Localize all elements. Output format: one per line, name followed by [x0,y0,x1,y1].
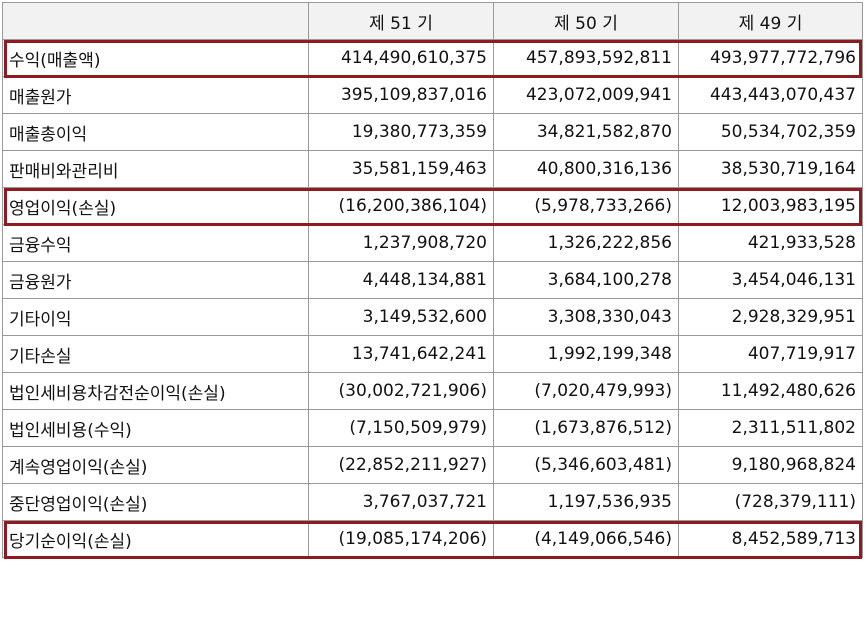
period-header-51: 제 51 기 [308,2,494,40]
table-row: 계속영업이익(손실) (22,852,211,927) (5,346,603,481… [2,446,863,484]
row-label: 당기순이익(손실) [2,520,309,558]
value-cell: 1,326,222,856 [493,224,679,262]
value-cell: 12,003,983,195 [678,187,863,225]
value-cell: 35,581,159,463 [308,150,494,188]
value-cell: 421,933,528 [678,224,863,262]
value-cell: 3,308,330,043 [493,298,679,336]
value-cell: 1,992,199,348 [493,335,679,373]
period-header-50: 제 50 기 [493,2,679,40]
value-cell: (16,200,386,104) [308,187,494,225]
value-cell: 34,821,582,870 [493,113,679,151]
value-cell: 493,977,772,796 [678,39,863,77]
table-row: 기타이익 3,149,532,600 3,308,330,043 2,928,329,… [2,298,863,336]
value-cell: 13,741,642,241 [308,335,494,373]
value-cell: (7,150,509,979) [308,409,494,447]
header-corner-cell [2,2,309,40]
table-row: 판매비와관리비 35,581,159,463 40,800,316,136 38,53… [2,150,863,188]
table-row: 법인세비용차감전순이익(손실) (30,002,721,906) (7,020,47… [2,372,863,410]
value-cell: 457,893,592,811 [493,39,679,77]
value-cell: (5,346,603,481) [493,446,679,484]
period-header-49: 제 49 기 [678,2,863,40]
income-statement-table: 제 51 기 제 50 기 제 49 기 수익(매출액) 414,490,610,… [2,2,863,558]
row-label: 법인세비용차감전순이익(손실) [2,372,309,410]
value-cell: 19,380,773,359 [308,113,494,151]
table-row: 수익(매출액) 414,490,610,375 457,893,592,811 493… [2,39,863,77]
value-cell: 3,454,046,131 [678,261,863,299]
value-cell: 50,534,702,359 [678,113,863,151]
value-cell: 3,767,037,721 [308,483,494,521]
header-row: 제 51 기 제 50 기 제 49 기 [2,2,863,40]
value-cell: 9,180,968,824 [678,446,863,484]
table-row: 법인세비용(수익) (7,150,509,979) (1,673,876,512) 2… [2,409,863,447]
row-label: 매출총이익 [2,113,309,151]
value-cell: 2,928,329,951 [678,298,863,336]
table-row: 매출원가 395,109,837,016 423,072,009,941 443,44… [2,76,863,114]
value-cell: 414,490,610,375 [308,39,494,77]
value-cell: 1,237,908,720 [308,224,494,262]
table-row: 매출총이익 19,380,773,359 34,821,582,870 50,534,… [2,113,863,151]
table-row: 중단영업이익(손실) 3,767,037,721 1,197,536,935 (728… [2,483,863,521]
value-cell: 11,492,480,626 [678,372,863,410]
row-label: 기타이익 [2,298,309,336]
table-row: 금융수익 1,237,908,720 1,326,222,856 421,933,52… [2,224,863,262]
value-cell: (1,673,876,512) [493,409,679,447]
row-label: 영업이익(손실) [2,187,309,225]
row-label: 금융원가 [2,261,309,299]
table-row: 영업이익(손실) (16,200,386,104) (5,978,733,266) 1… [2,187,863,225]
table-row: 금융원가 4,448,134,881 3,684,100,278 3,454,046,… [2,261,863,299]
value-cell: (5,978,733,266) [493,187,679,225]
value-cell: 2,311,511,802 [678,409,863,447]
row-label: 판매비와관리비 [2,150,309,188]
table-row: 기타손실 13,741,642,241 1,992,199,348 407,719,9… [2,335,863,373]
row-label: 수익(매출액) [2,39,309,77]
value-cell: 3,684,100,278 [493,261,679,299]
value-cell: 40,800,316,136 [493,150,679,188]
value-cell: (30,002,721,906) [308,372,494,410]
value-cell: 423,072,009,941 [493,76,679,114]
value-cell: 407,719,917 [678,335,863,373]
value-cell: 4,448,134,881 [308,261,494,299]
value-cell: 1,197,536,935 [493,483,679,521]
row-label: 법인세비용(수익) [2,409,309,447]
value-cell: (19,085,174,206) [308,520,494,558]
value-cell: 395,109,837,016 [308,76,494,114]
value-cell: 3,149,532,600 [308,298,494,336]
table-row: 당기순이익(손실) (19,085,174,206) (4,149,066,546)… [2,520,863,558]
row-label: 매출원가 [2,76,309,114]
value-cell: (4,149,066,546) [493,520,679,558]
value-cell: (7,020,479,993) [493,372,679,410]
row-label: 계속영업이익(손실) [2,446,309,484]
value-cell: (22,852,211,927) [308,446,494,484]
value-cell: 443,443,070,437 [678,76,863,114]
value-cell: 8,452,589,713 [678,520,863,558]
value-cell: (728,379,111) [678,483,863,521]
value-cell: 38,530,719,164 [678,150,863,188]
row-label: 금융수익 [2,224,309,262]
row-label: 기타손실 [2,335,309,373]
row-label: 중단영업이익(손실) [2,483,309,521]
